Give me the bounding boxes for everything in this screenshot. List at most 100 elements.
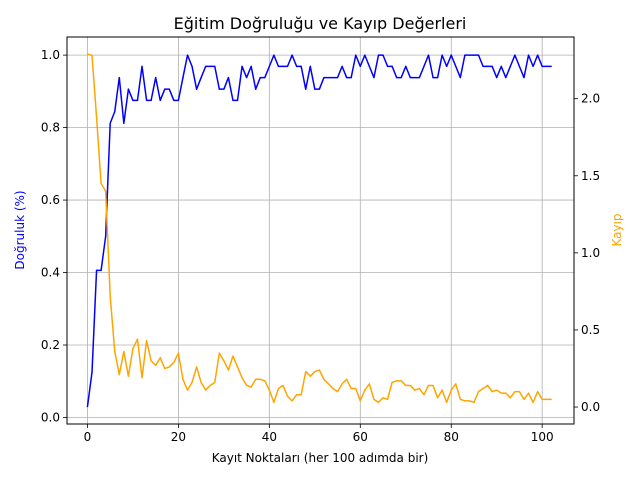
loss-point bbox=[191, 381, 193, 383]
loss-point bbox=[105, 190, 107, 192]
y-right-tick-label: 1.5 bbox=[581, 169, 600, 183]
accuracy-point bbox=[500, 65, 502, 67]
loss-point bbox=[186, 389, 189, 391]
accuracy-point bbox=[518, 65, 521, 67]
accuracy-point bbox=[114, 111, 116, 113]
accuracy-point bbox=[177, 99, 179, 102]
accuracy-point bbox=[523, 76, 525, 79]
loss-point bbox=[227, 369, 230, 371]
loss-point bbox=[427, 384, 430, 387]
accuracy-point bbox=[432, 76, 434, 79]
loss-point bbox=[546, 398, 548, 400]
accuracy-point bbox=[136, 99, 139, 102]
loss-point bbox=[296, 394, 298, 396]
accuracy-point bbox=[291, 54, 293, 56]
accuracy-point bbox=[355, 54, 357, 56]
accuracy-point bbox=[123, 122, 125, 124]
accuracy-point bbox=[427, 54, 430, 56]
accuracy-point bbox=[145, 99, 148, 102]
accuracy-point bbox=[527, 54, 530, 56]
accuracy-point bbox=[200, 76, 202, 79]
accuracy-point bbox=[214, 65, 216, 67]
accuracy-point bbox=[541, 65, 543, 67]
accuracy-point bbox=[277, 65, 280, 67]
loss-point bbox=[436, 397, 439, 399]
loss-point bbox=[200, 381, 202, 383]
loss-point bbox=[118, 374, 120, 376]
loss-point bbox=[168, 366, 170, 368]
accuracy-point bbox=[191, 65, 193, 67]
loss-point bbox=[400, 380, 402, 382]
accuracy-point bbox=[241, 65, 243, 67]
loss-point bbox=[450, 389, 452, 391]
accuracy-point bbox=[350, 76, 352, 79]
loss-point bbox=[482, 387, 484, 390]
loss-point bbox=[164, 367, 166, 370]
loss-point bbox=[523, 398, 525, 400]
accuracy-point bbox=[386, 65, 389, 67]
loss-point bbox=[141, 377, 143, 379]
loss-point bbox=[214, 381, 216, 383]
accuracy-point bbox=[414, 76, 416, 79]
accuracy-point bbox=[314, 88, 316, 90]
accuracy-point bbox=[477, 54, 480, 56]
accuracy-point bbox=[132, 99, 134, 102]
accuracy-point bbox=[300, 65, 302, 67]
loss-point bbox=[405, 384, 407, 387]
accuracy-point bbox=[537, 54, 539, 56]
loss-point bbox=[268, 389, 270, 391]
loss-point bbox=[541, 398, 543, 400]
accuracy-point bbox=[509, 65, 511, 67]
accuracy-point bbox=[482, 65, 484, 67]
accuracy-point bbox=[168, 88, 170, 90]
loss-point bbox=[414, 389, 416, 391]
accuracy-point bbox=[450, 54, 452, 56]
plot-frame bbox=[66, 36, 575, 425]
accuracy-point bbox=[218, 88, 220, 90]
accuracy-point bbox=[441, 54, 443, 56]
x-tick-label: 0 bbox=[84, 430, 92, 444]
accuracy-point bbox=[409, 76, 411, 79]
accuracy-point bbox=[327, 76, 330, 79]
loss-point bbox=[418, 387, 420, 390]
loss-point bbox=[409, 384, 411, 387]
accuracy-point bbox=[400, 76, 402, 79]
loss-point bbox=[323, 378, 325, 380]
accuracy-point bbox=[336, 76, 339, 79]
y-right-tick-label: 0.5 bbox=[581, 323, 600, 337]
accuracy-point bbox=[268, 65, 270, 67]
accuracy-point bbox=[459, 76, 461, 79]
loss-point bbox=[391, 381, 393, 383]
accuracy-point bbox=[464, 54, 466, 56]
accuracy-point bbox=[455, 65, 457, 67]
loss-point bbox=[441, 389, 443, 391]
loss-point bbox=[459, 398, 461, 400]
loss-point bbox=[473, 401, 475, 404]
accuracy-point bbox=[423, 65, 425, 67]
loss-point bbox=[300, 394, 302, 396]
accuracy-point bbox=[286, 65, 289, 67]
accuracy-point bbox=[305, 88, 307, 90]
accuracy-point bbox=[532, 65, 534, 67]
accuracy-point bbox=[195, 88, 198, 90]
x-tick-label: 80 bbox=[444, 430, 459, 444]
loss-point bbox=[159, 357, 161, 359]
y-left-tick-label: 0.0 bbox=[41, 410, 60, 424]
accuracy-point bbox=[296, 65, 298, 67]
y-left-tick-label: 0.6 bbox=[41, 193, 60, 207]
loss-point bbox=[346, 378, 348, 380]
loss-point bbox=[373, 398, 375, 400]
loss-point bbox=[396, 380, 398, 382]
loss-point bbox=[496, 389, 498, 391]
loss-point bbox=[332, 387, 334, 390]
loss-point bbox=[95, 116, 98, 118]
loss-point bbox=[232, 355, 234, 357]
loss-point bbox=[155, 364, 157, 367]
loss-point bbox=[150, 360, 152, 362]
accuracy-point bbox=[550, 65, 552, 67]
accuracy-point bbox=[209, 65, 211, 67]
y-axis-left-label: Doğruluk (%) bbox=[13, 190, 27, 269]
accuracy-point bbox=[359, 65, 361, 67]
loss-point bbox=[259, 378, 261, 380]
loss-point bbox=[364, 389, 366, 391]
